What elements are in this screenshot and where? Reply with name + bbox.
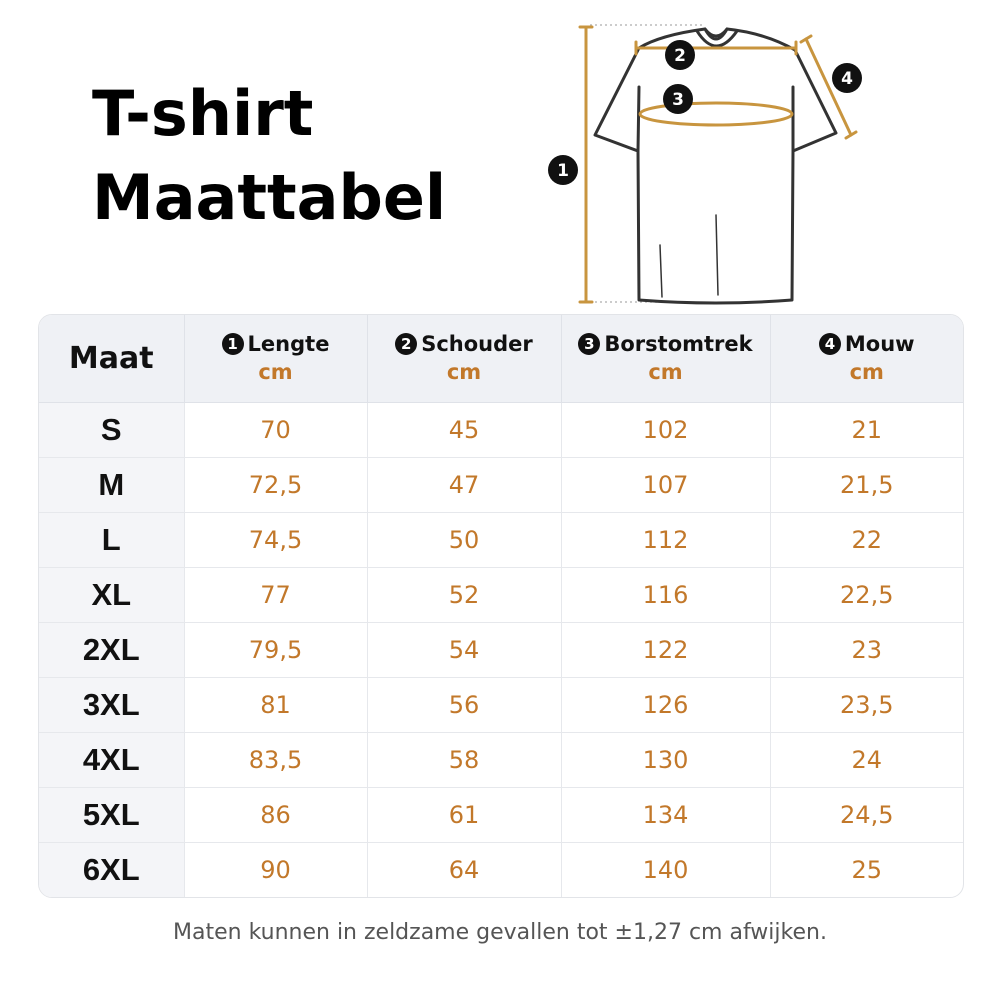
sleeve-cell: 23,5 — [770, 677, 963, 733]
tolerance-note: Maten kunnen in zeldzame gevallen tot ±1… — [173, 920, 827, 945]
table-row: 2XL 79,5 54 122 23 — [39, 622, 963, 678]
svg-text:1: 1 — [557, 161, 569, 181]
header-sleeve: 4 Mouw cm — [770, 315, 963, 403]
table-row: 4XL 83,5 58 130 24 — [39, 732, 963, 788]
shoulder-cell: 56 — [367, 677, 562, 733]
header-chest: 3 Borstomtrek cm — [561, 315, 771, 403]
table-row: S 70 45 102 21 — [39, 402, 963, 458]
size-cell: 4XL — [39, 732, 185, 788]
table-row: L 74,5 50 112 22 — [39, 512, 963, 568]
title-line-1: T-shirt — [92, 77, 314, 150]
size-cell: XL — [39, 567, 185, 623]
length-cell: 86 — [184, 787, 368, 843]
header-size: Maat — [39, 315, 185, 403]
header-shoulder-unit: cm — [446, 360, 482, 385]
header-shoulder: 2 Schouder cm — [367, 315, 562, 403]
number-1-icon: 1 — [221, 333, 244, 356]
shoulder-cell: 54 — [367, 622, 562, 678]
chest-cell: 134 — [561, 787, 771, 843]
chest-cell: 126 — [561, 677, 771, 733]
header-length-unit: cm — [258, 360, 293, 385]
sleeve-cell: 21 — [770, 402, 963, 458]
marker-3-icon: 3 — [663, 84, 693, 114]
tshirt-diagram: 1 2 3 4 — [548, 24, 862, 305]
header-chest-label: Borstomtrek — [604, 332, 753, 357]
length-cell: 79,5 — [184, 622, 368, 678]
length-cell: 72,5 — [184, 457, 368, 513]
size-cell: 6XL — [39, 842, 185, 897]
size-cell: 3XL — [39, 677, 185, 733]
number-4-icon: 4 — [818, 333, 841, 356]
header-chest-unit: cm — [648, 360, 683, 385]
sleeve-measure-line — [804, 37, 853, 137]
measure-lines — [578, 25, 858, 304]
chest-cell: 112 — [561, 512, 771, 568]
shoulder-cell: 52 — [367, 567, 562, 623]
tshirt-outline-icon — [593, 27, 838, 305]
size-table: Maat 1 Lengte cm 2 Schouder cm 3 Borstomtre… — [39, 315, 963, 897]
sleeve-cell: 24,5 — [770, 787, 963, 843]
chest-cell: 107 — [561, 457, 771, 513]
number-2-icon: 2 — [395, 333, 418, 356]
size-cell: M — [39, 457, 185, 513]
length-cell: 70 — [184, 402, 368, 458]
header-sleeve-unit: cm — [849, 360, 884, 385]
size-table-container: Maat 1 Lengte cm 2 Schouder cm 3 Borstomtre… — [38, 314, 964, 898]
page-title: T-shirt Maattabel — [92, 72, 446, 240]
svg-text:2: 2 — [674, 46, 686, 66]
svg-text:3: 3 — [672, 90, 684, 110]
header-length-label: Lengte — [247, 332, 330, 357]
table-row: 5XL 86 61 134 24,5 — [39, 787, 963, 843]
shoulder-cell: 61 — [367, 787, 562, 843]
length-cell: 81 — [184, 677, 368, 733]
shoulder-cell: 47 — [367, 457, 562, 513]
svg-text:4: 4 — [841, 69, 853, 89]
header-shoulder-label: Schouder — [421, 332, 533, 357]
sleeve-cell: 22,5 — [770, 567, 963, 623]
shoulder-cell: 50 — [367, 512, 562, 568]
length-cell: 83,5 — [184, 732, 368, 788]
size-cell: L — [39, 512, 185, 568]
table-row: M 72,5 47 107 21,5 — [39, 457, 963, 513]
size-cell: S — [39, 402, 185, 458]
title-line-2: Maattabel — [92, 161, 447, 234]
chest-cell: 122 — [561, 622, 771, 678]
chest-measure-ellipse — [638, 101, 794, 127]
chest-cell: 116 — [561, 567, 771, 623]
shoulder-cell: 64 — [367, 842, 562, 897]
chest-cell: 130 — [561, 732, 771, 788]
length-cell: 77 — [184, 567, 368, 623]
sleeve-cell: 23 — [770, 622, 963, 678]
sleeve-cell: 24 — [770, 732, 963, 788]
marker-4-icon: 4 — [832, 63, 862, 93]
header-length: 1 Lengte cm — [184, 315, 368, 403]
header-sleeve-label: Mouw — [844, 332, 915, 357]
chest-cell: 140 — [561, 842, 771, 897]
marker-2-icon: 2 — [665, 40, 695, 70]
number-3-icon: 3 — [578, 333, 601, 356]
marker-1-icon: 1 — [548, 155, 578, 185]
size-cell: 2XL — [39, 622, 185, 678]
size-cell: 5XL — [39, 787, 185, 843]
length-cell: 90 — [184, 842, 368, 897]
sleeve-cell: 22 — [770, 512, 963, 568]
table-row: 6XL 90 64 140 25 — [39, 842, 963, 897]
sleeve-cell: 25 — [851, 855, 883, 884]
shoulder-cell: 45 — [367, 402, 562, 458]
length-cell: 74,5 — [184, 512, 368, 568]
table-row: 3XL 81 56 126 23,5 — [39, 677, 963, 733]
sleeve-cell: 21,5 — [770, 457, 963, 513]
table-header-row: Maat 1 Lengte cm 2 Schouder cm 3 Borstomtre… — [39, 315, 963, 403]
header-size-label: Maat — [68, 340, 154, 376]
table-row: XL 77 52 116 22,5 — [39, 567, 963, 623]
shoulder-cell: 58 — [367, 732, 562, 788]
chest-cell: 102 — [561, 402, 771, 458]
